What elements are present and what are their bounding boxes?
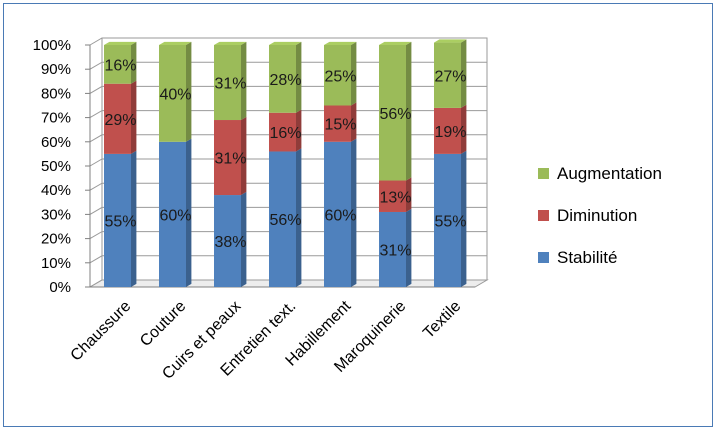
gridline [89,206,487,215]
bar-side [296,148,302,287]
bar-top [379,41,412,45]
data-label: 60% [159,207,191,224]
data-label: 13% [379,189,411,206]
bar-side [406,208,412,287]
bar-segment [104,153,131,287]
bar-segment [434,42,461,108]
bar-side [296,109,302,152]
data-label: 60% [324,207,356,224]
data-label: 55% [434,213,466,230]
data-label: 29% [104,112,136,129]
bar-side [241,191,247,287]
bar-segment [159,141,186,287]
bar-segment [324,105,351,142]
gridline [89,255,487,264]
gridline [89,110,487,119]
data-label: 16% [269,125,301,142]
data-label: 40% [159,86,191,103]
data-label: 28% [269,72,301,89]
y-tick-label: 90% [41,61,71,78]
data-label: 19% [434,124,466,141]
gridline [89,134,487,143]
legend-swatch [538,168,549,179]
bar-side [241,41,247,121]
y-tick-label: 100% [33,37,71,54]
legend-swatch [538,210,549,221]
data-label: 56% [269,212,301,229]
bar-segment [434,107,461,154]
bar-side [461,39,467,108]
bar-top [104,41,137,45]
data-label: 15% [324,117,356,134]
y-tick-label: 20% [41,231,71,248]
bar-segment [214,120,241,196]
data-label: 25% [324,68,356,85]
gridline [89,182,487,191]
data-label: 38% [214,234,246,251]
x-tick-label: Chaussure [68,298,135,365]
bar-segment [159,45,186,142]
bar-segment [379,45,406,181]
bar-side [186,138,192,287]
bar-segment [214,195,241,287]
data-label: 31% [214,76,246,93]
bar-segment [379,211,406,287]
y-tick-label: 70% [41,110,71,127]
bar-top [324,41,357,45]
bar-side [406,41,412,181]
bar-top [434,39,467,43]
gridline [89,231,487,240]
gridline [89,37,487,46]
bar-segment [269,151,296,287]
x-tick-label: Couture [137,298,189,350]
bar-segment [324,141,351,287]
data-label: 16% [104,57,136,74]
data-label: 31% [379,242,411,259]
bar-side [406,177,412,212]
bar-side [131,41,137,84]
bar-side [296,41,302,113]
bar-side [241,116,247,196]
gridline [89,61,487,70]
bar-segment [269,45,296,113]
legend-label: Diminution [557,206,637,225]
bar-segment [379,180,406,212]
bar-segment [104,83,131,154]
bar-side [351,41,357,106]
data-label: 27% [434,68,466,85]
bar-top [159,41,192,45]
gridline [89,279,487,288]
data-label: 56% [379,106,411,123]
y-tick-label: 10% [41,255,71,272]
bar-side [351,138,357,287]
bar-top [269,41,302,45]
bar-segment [269,112,296,152]
legend-swatch [538,252,549,263]
y-tick-label: 50% [41,158,71,175]
y-tick-label: 40% [41,182,71,199]
y-tick-label: 60% [41,134,71,151]
legend-label: Stabilité [557,248,617,267]
data-label: 55% [104,213,136,230]
gridline [89,85,487,94]
gridline [89,158,487,167]
bar-segment [214,45,241,121]
bar-segment [434,153,461,287]
bar-side [186,41,192,142]
y-tick-label: 30% [41,206,71,223]
y-tick-label: 0% [49,279,71,296]
bar-side [461,150,467,287]
legend-label: Augmentation [557,164,662,183]
x-tick-label: Textile [420,298,464,342]
bar-side [131,150,137,287]
data-label: 31% [214,151,246,168]
bar-top [214,41,247,45]
bar-segment [324,45,351,106]
bar-side [461,104,467,154]
bar-side [131,80,137,154]
bar-side [351,102,357,142]
y-tick-label: 80% [41,85,71,102]
bar-segment [104,45,131,84]
